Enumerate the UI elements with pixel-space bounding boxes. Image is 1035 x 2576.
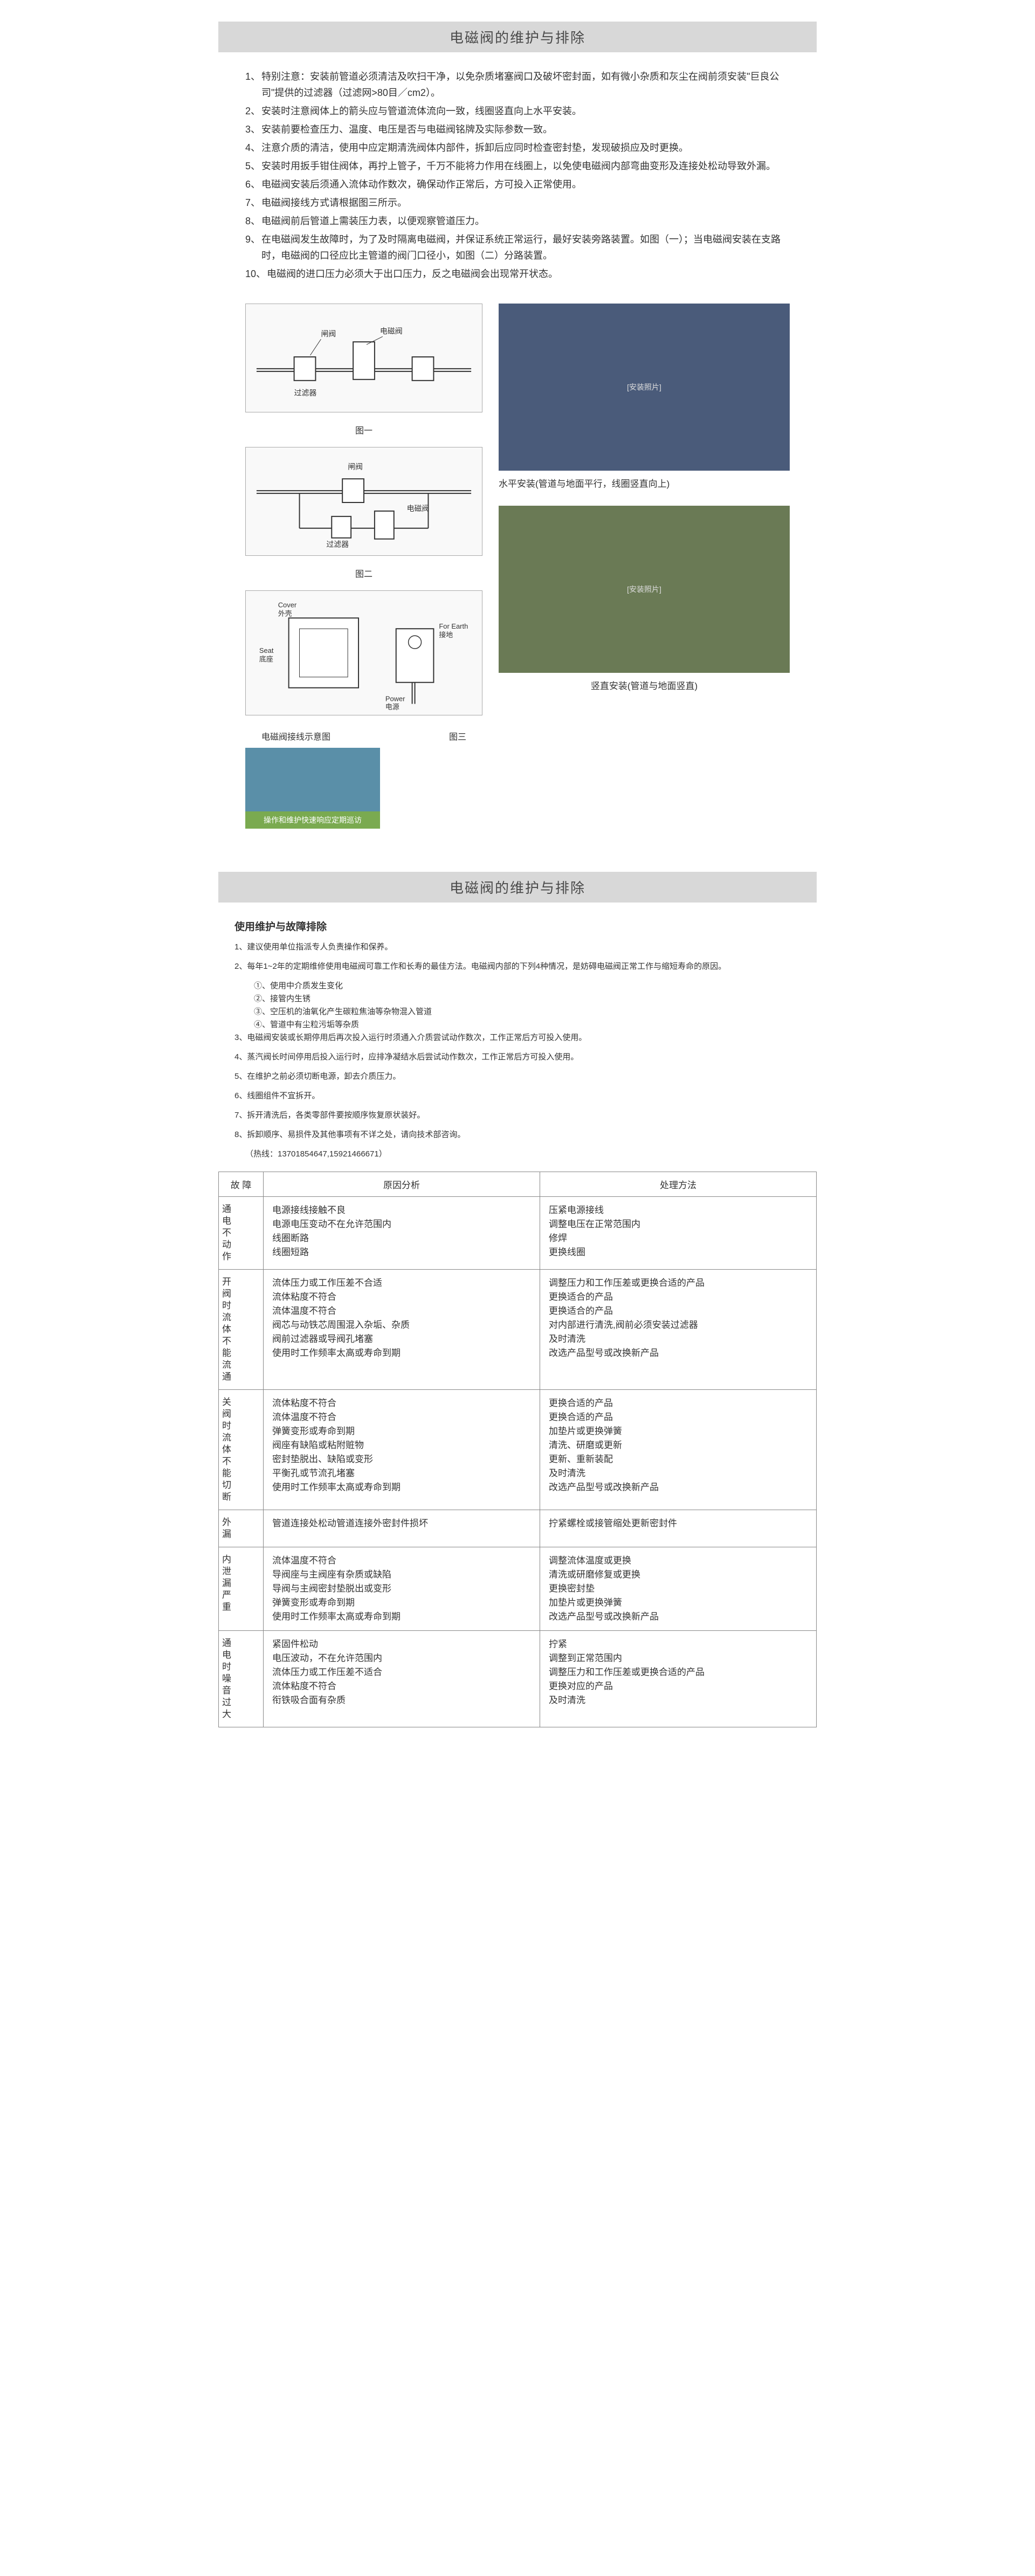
instruction-item: 9、在电磁阀发生故障时，为了及时隔离电磁阀，并保证系统正常运行，最好安装旁路装置… <box>245 231 790 264</box>
maintenance-subitem: ③、空压机的油氧化产生碳粒焦油等杂物混入管道 <box>234 1005 801 1018</box>
section1-title: 电磁阀的维护与排除 <box>218 22 817 52</box>
cause-cell: 流体压力或工作压差不合适流体粘度不符合流体温度不符合阀芯与动铁芯周围混入杂垢、杂… <box>264 1270 540 1390</box>
maintenance-item: 2、每年1~2年的定期维修使用电磁阀可靠工作和长寿的最佳方法。电磁阀内部的下列4… <box>234 960 801 973</box>
svg-text:底座: 底座 <box>259 655 273 663</box>
instruction-item: 3、安装前要检查压力、温度、电压是否与电磁阀铭牌及实际参数一致。 <box>245 121 790 137</box>
maintenance-subitem: ②、接管内生锈 <box>234 993 801 1005</box>
diagram1-caption: 图一 <box>245 423 482 436</box>
svg-text:电源: 电源 <box>385 703 399 711</box>
table-row: 外漏管道连接处松动管道连接外密封件损坏拧紧螺栓或接管缩处更新密封件 <box>219 1510 817 1547</box>
fix-cell: 拧紧调整到正常范围内调整压力和工作压差或更换合适的产品更换对应的产品及时清洗 <box>540 1631 817 1727</box>
svg-text:Seat: Seat <box>259 646 274 655</box>
cause-cell: 流体温度不符合导阀座与主阀座有杂质或缺陷导阀与主阀密封垫脱出或变形弹簧变形或寿命… <box>264 1547 540 1631</box>
diag1-label-left: 闸阀 <box>321 329 336 338</box>
section2-title: 电磁阀的维护与排除 <box>218 872 817 903</box>
svg-text:Cover: Cover <box>278 601 297 609</box>
fix-cell: 调整流体温度或更换清洗或研磨修复或更换更换密封垫加垫片或更换弹簧改选产品型号或改… <box>540 1547 817 1631</box>
table-row: 关阀时流体不能切断流体粘度不符合流体温度不符合弹簧变形或寿命到期阀座有缺陷或粘附… <box>219 1390 817 1510</box>
photo2-caption: 竖直安装(管道与地面竖直) <box>499 678 790 692</box>
table-row: 开阀时流体不能流通流体压力或工作压差不合适流体粘度不符合流体温度不符合阀芯与动铁… <box>219 1270 817 1390</box>
maintenance-item: 5、在维护之前必须切断电源，卸去介质压力。 <box>234 1070 801 1083</box>
svg-text:外壳: 外壳 <box>278 609 292 617</box>
maintenance-item: 1、建议使用单位指派专人负责操作和保养。 <box>234 941 801 954</box>
svg-text:Power: Power <box>385 695 405 703</box>
figures-left-col: 闸阀 电磁阀 过滤器 图一 <box>245 304 482 829</box>
photo-vertical-install: [安装照片] <box>499 506 790 673</box>
svg-text:电磁阀: 电磁阀 <box>407 504 430 513</box>
svg-text:接地: 接地 <box>439 631 453 639</box>
instruction-item: 5、安装时用扳手钳住阀体，再拧上管子，千万不能将力作用在线圈上，以免使电磁阀内部… <box>245 158 790 174</box>
worker-caption: 操作和维护快速响应定期巡访 <box>245 811 380 829</box>
maintenance-subitem: ④、管道中有尘粒污垢等杂质 <box>234 1018 801 1031</box>
svg-text:For Earth: For Earth <box>439 622 468 630</box>
instruction-item: 10、电磁阀的进口压力必须大于出口压力，反之电磁阀会出现常开状态。 <box>245 266 790 282</box>
section2-subtitle: 使用维护与故障排除 <box>218 919 817 933</box>
fix-cell: 拧紧螺栓或接管缩处更新密封件 <box>540 1510 817 1547</box>
maintenance-list: 1、建议使用单位指派专人负责操作和保养。 2、每年1~2年的定期维修使用电磁阀可靠… <box>218 941 817 1161</box>
photo-horizontal-install: [安装照片] <box>499 304 790 471</box>
th-fix: 处理方法 <box>540 1172 817 1197</box>
th-cause: 原因分析 <box>264 1172 540 1197</box>
diagram-1: 闸阀 电磁阀 过滤器 <box>245 304 482 412</box>
instruction-item: 8、电磁阀前后管道上需装压力表，以便观察管道压力。 <box>245 213 790 229</box>
hotline: （热线：13701854647,15921466671） <box>234 1148 801 1161</box>
diagram3-caption-right: 图三 <box>449 729 466 742</box>
cause-cell: 管道连接处松动管道连接外密封件损坏 <box>264 1510 540 1547</box>
instruction-item: 1、特别注意：安装前管道必须清洁及吹扫干净，以免杂质堵塞阀口及破坏密封面，如有微… <box>245 68 790 101</box>
fix-cell: 调整压力和工作压差或更换合适的产品更换适合的产品更换适合的产品对内部进行清洗,阀… <box>540 1270 817 1390</box>
diagram3-caption-left: 电磁阀接线示意图 <box>261 729 330 742</box>
fault-name-cell: 开阀时流体不能流通 <box>219 1270 264 1390</box>
maintenance-item: 3、电磁阀安装或长期停用后再次投入运行时须通入介质尝试动作数次，工作正常后方可投… <box>234 1031 801 1044</box>
instruction-item: 2、安装时注意阀体上的箭头应与管道流体流向一致，线圈竖直向上水平安装。 <box>245 103 790 119</box>
diag1-label-filter: 过滤器 <box>294 389 317 397</box>
maintenance-item: 8、拆卸顺序、易损件及其他事项有不详之处，请向技术部咨询。 <box>234 1128 801 1141</box>
diag1-label-right: 电磁阀 <box>380 327 403 335</box>
fix-cell: 压紧电源接线调整电压在正常范围内修焊更换线圈 <box>540 1197 817 1270</box>
fault-table: 故 障 原因分析 处理方法 通电不动作电源接线接触不良电源电压变动不在允许范围内… <box>218 1172 817 1727</box>
th-fault: 故 障 <box>219 1172 264 1197</box>
instruction-item: 7、电磁阀接线方式请根据图三所示。 <box>245 195 790 211</box>
cause-cell: 电源接线接触不良电源电压变动不在允许范围内线圈断路线圈短路 <box>264 1197 540 1270</box>
maintenance-subitem: ①、使用中介质发生变化 <box>234 980 801 993</box>
fix-cell: 更换合适的产品更换合适的产品加垫片或更换弹簧清洗、研磨或更新更新、重新装配及时清… <box>540 1390 817 1510</box>
figures-right-col: [安装照片] 水平安装(管道与地面平行，线圈竖直向上) [安装照片] 竖直安装(… <box>499 304 790 829</box>
fault-name-cell: 内泄漏严重 <box>219 1547 264 1631</box>
instruction-list: 1、特别注意：安装前管道必须清洁及吹扫干净，以免杂质堵塞阀口及破坏密封面，如有微… <box>218 68 817 282</box>
fault-name-cell: 外漏 <box>219 1510 264 1547</box>
worker-photo: 操作和维护快速响应定期巡访 <box>245 748 380 829</box>
cause-cell: 紧固件松动电压波动，不在允许范围内流体压力或工作压差不适合流体粘度不符合衔铁吸合… <box>264 1631 540 1727</box>
svg-text:过滤器: 过滤器 <box>326 540 349 549</box>
maintenance-item: 6、线圈组件不宜拆开。 <box>234 1090 801 1103</box>
maintenance-item: 4、蒸汽阀长时间停用后投入运行时，应排净凝结水后尝试动作数次，工作正常后方可投入… <box>234 1051 801 1064</box>
instruction-item: 4、注意介质的清洁，使用中应定期清洗阀体内部件，拆卸后应同时检查密封垫，发现破损… <box>245 140 790 156</box>
figures-row: 闸阀 电磁阀 过滤器 图一 <box>218 304 817 829</box>
fault-name-cell: 关阀时流体不能切断 <box>219 1390 264 1510</box>
table-row: 通电不动作电源接线接触不良电源电压变动不在允许范围内线圈断路线圈短路压紧电源接线… <box>219 1197 817 1270</box>
diagram-3: Cover 外壳 Seat 底座 For Earth 接地 Power 电源 <box>245 590 482 715</box>
maintenance-item: 7、拆开清洗后，各类零部件要按顺序恢复原状装好。 <box>234 1109 801 1122</box>
table-row: 内泄漏严重流体温度不符合导阀座与主阀座有杂质或缺陷导阀与主阀密封垫脱出或变形弹簧… <box>219 1547 817 1631</box>
fault-name-cell: 通电不动作 <box>219 1197 264 1270</box>
table-row: 通电时噪音过大紧固件松动电压波动，不在允许范围内流体压力或工作压差不适合流体粘度… <box>219 1631 817 1727</box>
svg-text:闸阀: 闸阀 <box>348 462 363 471</box>
diagram2-caption: 图二 <box>245 567 482 580</box>
instruction-item: 6、电磁阀安装后须通入流体动作数次，确保动作正常后，方可投入正常使用。 <box>245 176 790 192</box>
cause-cell: 流体粘度不符合流体温度不符合弹簧变形或寿命到期阀座有缺陷或粘附赃物密封垫脱出、缺… <box>264 1390 540 1510</box>
diagram-2: 闸阀 过滤器 电磁阀 <box>245 447 482 556</box>
fault-name-cell: 通电时噪音过大 <box>219 1631 264 1727</box>
photo1-caption: 水平安装(管道与地面平行，线圈竖直向上) <box>499 476 790 490</box>
